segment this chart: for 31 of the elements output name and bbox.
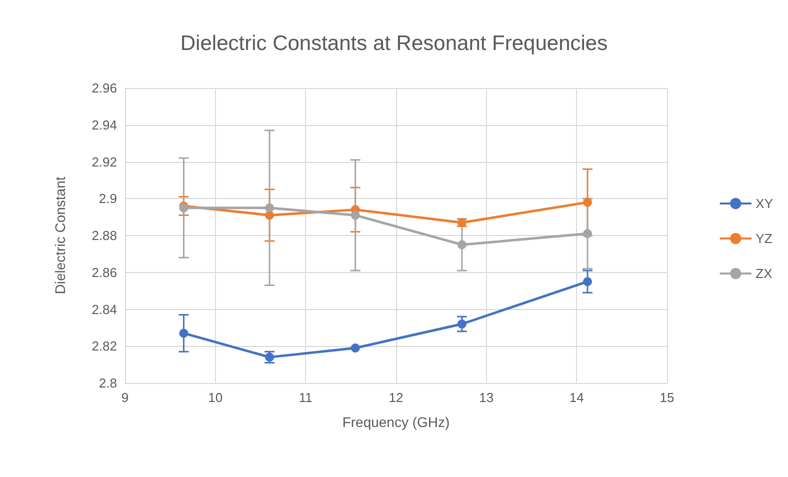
y-axis-title: Dielectric Constant: [52, 176, 68, 294]
point: [583, 277, 592, 286]
y-tick-label: 2.86: [92, 264, 117, 280]
legend-label: ZX: [756, 266, 773, 281]
point: [583, 198, 592, 207]
y-tick-label: 2.96: [92, 80, 117, 96]
point: [350, 343, 360, 352]
x-tick-label: 13: [479, 390, 494, 405]
x-tick-label: 11: [298, 390, 312, 405]
y-tick-label: 2.8: [98, 376, 117, 390]
point: [350, 210, 360, 220]
y-tick-label: 2.84: [92, 302, 117, 317]
legend-label: XY: [756, 196, 774, 211]
x-tick-label: 9: [121, 390, 129, 405]
y-tick-label: 2.82: [92, 338, 117, 354]
x-tick-label: 15: [660, 390, 674, 405]
x-axis-title: Frequency (GHz): [342, 414, 450, 430]
x-tick-label: 12: [388, 390, 404, 405]
x-tick-label: 14: [569, 390, 584, 405]
point: [179, 328, 188, 338]
x-tick-label: 10: [208, 390, 223, 405]
point: [457, 240, 466, 250]
point: [457, 320, 466, 328]
point: [583, 229, 592, 238]
point: [265, 203, 274, 212]
legend-label: YZ: [756, 231, 772, 246]
y-tick-label: 2.94: [92, 117, 117, 132]
y-tick-label: 2.92: [92, 154, 117, 170]
y-tick-label: 2.88: [92, 228, 117, 243]
chart-title: Dielectric Constants at Resonant Frequencies: [180, 32, 608, 55]
y-tick-label: 2.9: [98, 191, 117, 206]
